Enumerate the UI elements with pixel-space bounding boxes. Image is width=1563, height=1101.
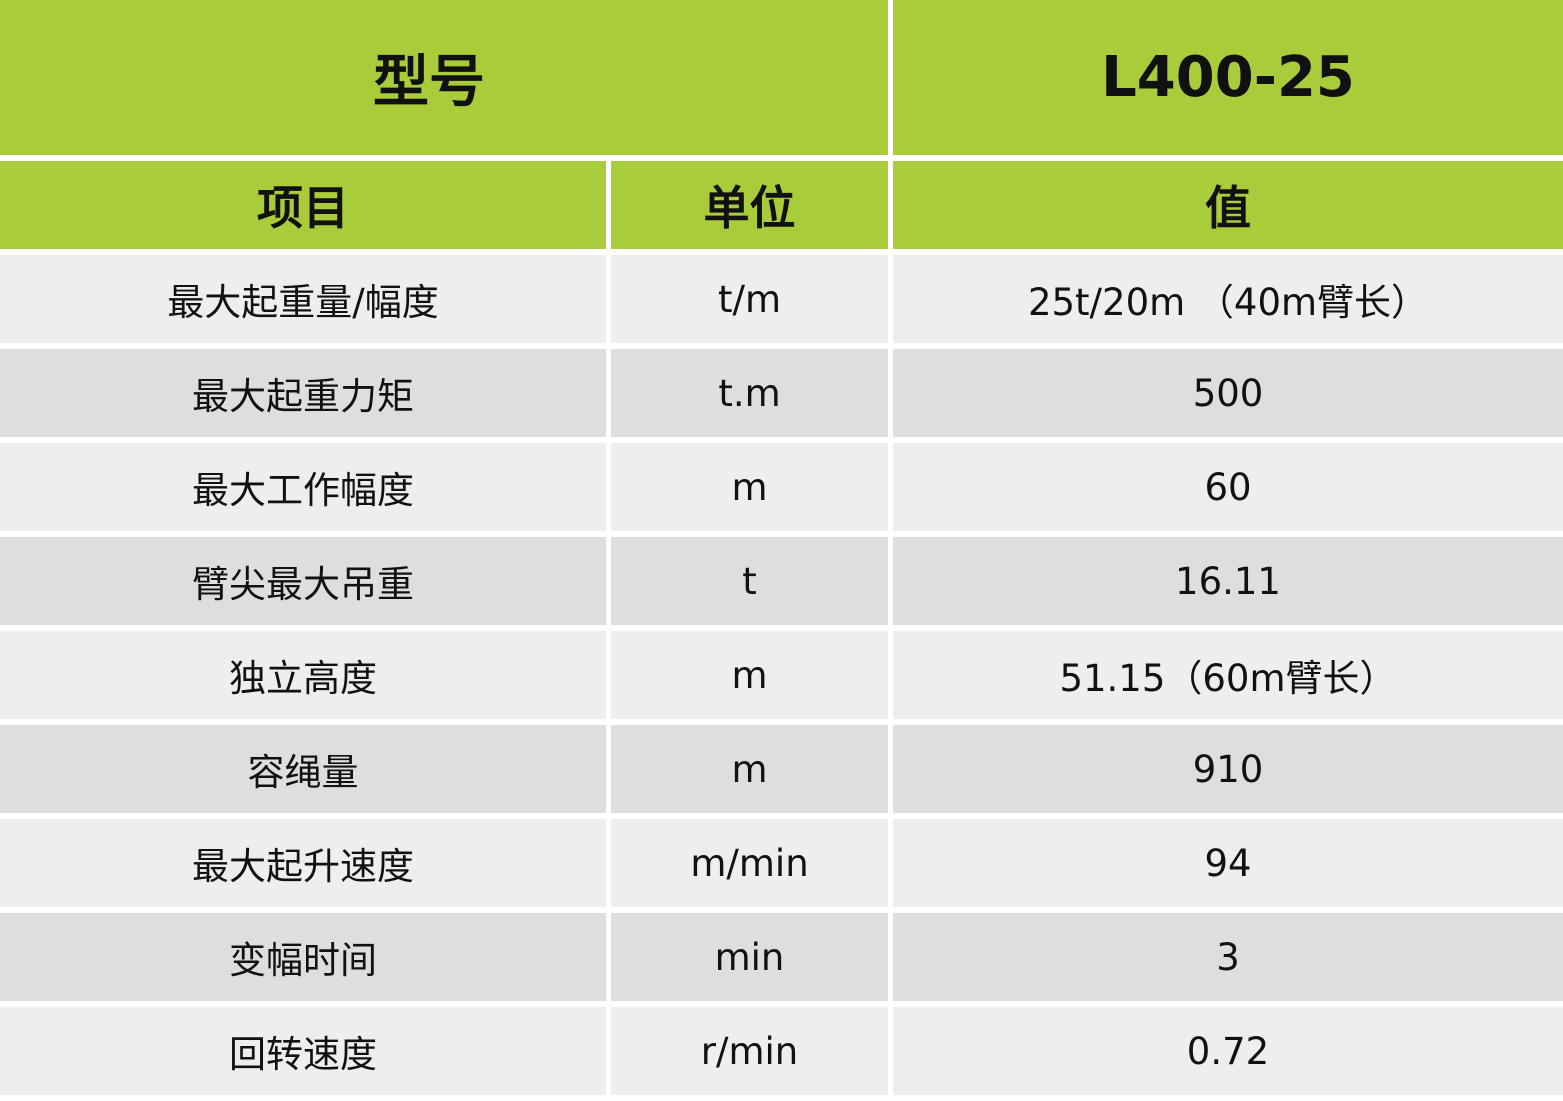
unit-cell: m <box>611 631 888 719</box>
column-header-item: 项目 <box>0 161 606 249</box>
value-cell: 500 <box>893 349 1563 437</box>
item-cell: 独立高度 <box>0 631 606 719</box>
unit-cell: r/min <box>611 1007 888 1095</box>
value-cell: 51.15（60m臂长） <box>893 631 1563 719</box>
item-cell: 最大起重量/幅度 <box>0 255 606 343</box>
column-header-value: 值 <box>893 161 1563 249</box>
value-cell: 94 <box>893 819 1563 907</box>
item-cell: 最大起升速度 <box>0 819 606 907</box>
value-cell: 0.72 <box>893 1007 1563 1095</box>
column-header-unit: 单位 <box>611 161 888 249</box>
unit-cell: m <box>611 443 888 531</box>
model-label-cell: 型号 <box>0 0 888 155</box>
unit-cell: m <box>611 725 888 813</box>
unit-cell: t/m <box>611 255 888 343</box>
value-cell: 60 <box>893 443 1563 531</box>
item-cell: 回转速度 <box>0 1007 606 1095</box>
item-cell: 臂尖最大吊重 <box>0 537 606 625</box>
unit-cell: t.m <box>611 349 888 437</box>
value-cell: 3 <box>893 913 1563 1001</box>
unit-cell: m/min <box>611 819 888 907</box>
item-cell: 变幅时间 <box>0 913 606 1001</box>
item-cell: 最大工作幅度 <box>0 443 606 531</box>
model-value-cell: L400-25 <box>893 0 1563 155</box>
model-value: L400-25 <box>1101 45 1355 110</box>
unit-cell: min <box>611 913 888 1001</box>
unit-cell: t <box>611 537 888 625</box>
value-cell: 25t/20m （40m臂长） <box>893 255 1563 343</box>
item-cell: 容绳量 <box>0 725 606 813</box>
model-label: 型号 <box>373 50 485 115</box>
value-cell: 910 <box>893 725 1563 813</box>
value-cell: 16.11 <box>893 537 1563 625</box>
item-cell: 最大起重力矩 <box>0 349 606 437</box>
